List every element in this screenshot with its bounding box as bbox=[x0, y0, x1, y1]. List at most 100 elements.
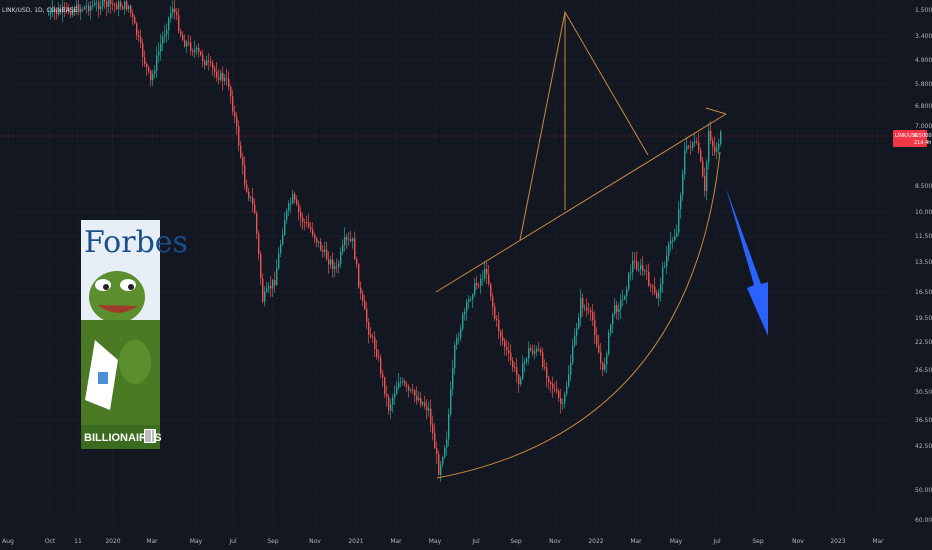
candle-body bbox=[718, 143, 720, 149]
candle-body bbox=[404, 381, 406, 385]
candle-body bbox=[434, 432, 436, 449]
candle-body bbox=[70, 12, 72, 15]
candle-body bbox=[470, 299, 472, 301]
candle-body bbox=[490, 283, 492, 297]
candle-body bbox=[512, 360, 514, 368]
candle-body bbox=[566, 386, 568, 394]
symbol-header[interactable]: LINK/USD, 1D, COINBASE bbox=[2, 7, 78, 14]
candle-body bbox=[80, 9, 82, 13]
y-tick-label: 10.0000 bbox=[915, 209, 932, 216]
candle-body bbox=[298, 204, 300, 213]
candle-body bbox=[264, 291, 266, 302]
candle-body bbox=[552, 384, 554, 389]
candle-body bbox=[396, 387, 398, 394]
y-tick-label: 1.5000 bbox=[915, 7, 932, 14]
y-tick-label: 36.5000 bbox=[915, 417, 932, 424]
candle-body bbox=[302, 217, 304, 223]
candle-body bbox=[474, 282, 476, 295]
candle-body bbox=[118, 1, 120, 10]
candle-body bbox=[84, 6, 86, 10]
time-axis[interactable]: Aug Oct 11 2020 Mar May Jul Sep Nov 2021 Mar May Jul… bbox=[2, 538, 884, 545]
candle-body bbox=[400, 382, 402, 383]
candle-body bbox=[148, 66, 150, 72]
candle-body bbox=[310, 226, 312, 230]
candle-body bbox=[620, 299, 622, 309]
candle-body bbox=[86, 5, 88, 7]
price-badge: LINK/USD 6.5000 21d 4h bbox=[893, 130, 932, 147]
candle-body bbox=[630, 272, 632, 274]
candle-body bbox=[74, 10, 76, 12]
candle-body bbox=[150, 71, 152, 81]
candle-body bbox=[198, 47, 200, 52]
candle-body bbox=[544, 367, 546, 368]
drawing-tools[interactable] bbox=[435, 10, 727, 479]
candle-body bbox=[338, 263, 340, 267]
bearish-arrow[interactable] bbox=[726, 188, 768, 336]
candle-body bbox=[462, 314, 464, 329]
candle-body bbox=[382, 373, 384, 378]
candle-body bbox=[580, 298, 582, 318]
candle-body bbox=[482, 278, 484, 280]
candle-body bbox=[534, 351, 536, 354]
candle-body bbox=[186, 42, 188, 47]
candle-body bbox=[104, 0, 106, 2]
candle-body bbox=[520, 378, 522, 385]
wedge-edge[interactable] bbox=[705, 107, 727, 115]
candle-body bbox=[108, 0, 110, 7]
candle-body bbox=[388, 396, 390, 411]
x-tick-label: Oct bbox=[45, 538, 56, 545]
candlestick-series[interactable] bbox=[48, 0, 722, 482]
candle-body bbox=[56, 12, 58, 15]
candle-body bbox=[710, 130, 712, 141]
candle-body bbox=[60, 9, 62, 13]
candle-body bbox=[558, 391, 560, 398]
candle-body bbox=[52, 9, 54, 12]
candle-body bbox=[672, 240, 674, 241]
candle-body bbox=[124, 1, 126, 9]
candle-body bbox=[678, 209, 680, 233]
candle-body bbox=[296, 199, 298, 205]
candle-body bbox=[554, 388, 556, 390]
x-tick-label: Mar bbox=[630, 538, 642, 545]
price-axis[interactable]: 1.5000 3.4000 4.9000 5.8000 6.8000 7.0000 8.50… bbox=[915, 7, 932, 524]
candle-body bbox=[78, 4, 80, 13]
candle-body bbox=[650, 285, 652, 287]
candle-body bbox=[444, 447, 446, 458]
y-tick-label: 42.5000 bbox=[915, 443, 932, 450]
candle-body bbox=[634, 260, 636, 262]
candle-body bbox=[242, 157, 244, 166]
candle-body bbox=[386, 393, 388, 397]
candle-body bbox=[402, 381, 404, 383]
candle-body bbox=[440, 464, 442, 475]
candle-body bbox=[332, 259, 334, 269]
y-tick-label: 19.5000 bbox=[915, 315, 932, 322]
y-tick-label: 13.5000 bbox=[915, 259, 932, 266]
candle-body bbox=[58, 9, 60, 15]
parabolic-curve[interactable] bbox=[436, 151, 721, 479]
candle-body bbox=[176, 12, 178, 16]
x-tick-label: May bbox=[670, 538, 683, 545]
candle-body bbox=[306, 222, 308, 224]
candle-body bbox=[212, 63, 214, 69]
candle-body bbox=[214, 68, 216, 72]
candle-body bbox=[174, 8, 176, 13]
y-tick-label: 30.5000 bbox=[915, 389, 932, 396]
candle-body bbox=[664, 266, 666, 268]
x-tick-label: Nov bbox=[549, 538, 561, 545]
candle-body bbox=[324, 249, 326, 252]
candle-body bbox=[628, 273, 630, 290]
candle-body bbox=[192, 50, 194, 52]
trendline[interactable] bbox=[435, 113, 727, 293]
candle-body bbox=[606, 353, 608, 365]
candle-body bbox=[366, 308, 368, 323]
candle-body bbox=[562, 403, 564, 404]
y-tick-label: 22.5000 bbox=[915, 339, 932, 346]
candle-body bbox=[82, 9, 84, 10]
candle-body bbox=[48, 13, 50, 15]
x-tick-label: Jul bbox=[228, 538, 237, 545]
candle-body bbox=[648, 271, 650, 286]
candle-body bbox=[454, 345, 456, 368]
candle-body bbox=[100, 6, 102, 10]
candle-body bbox=[274, 280, 276, 285]
